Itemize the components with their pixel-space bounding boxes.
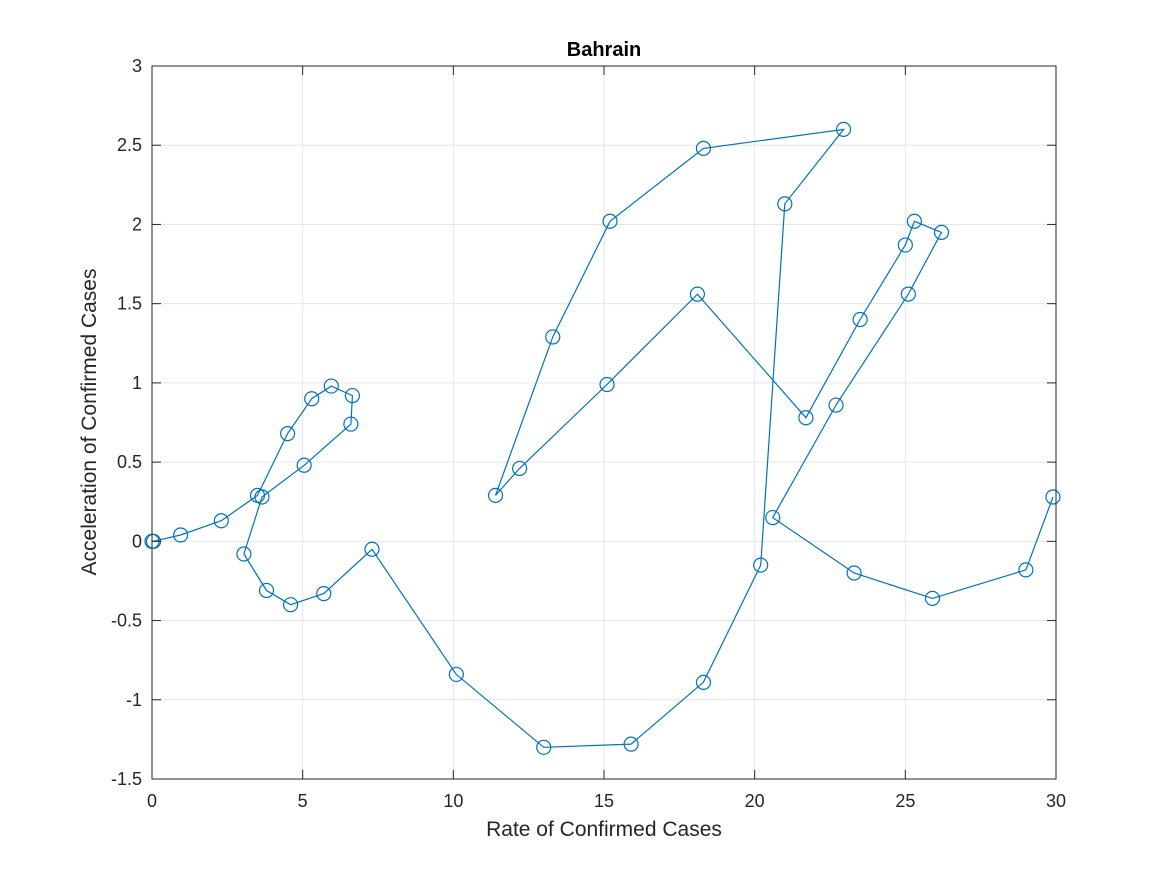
data-point [448, 666, 464, 683]
y-tick-labels: -1.5 -1 -0.5 0 0.5 1 1.5 2 2.5 3 [111, 56, 142, 789]
x-tick-label: 20 [745, 791, 765, 811]
data-point [236, 546, 252, 562]
data-point [1018, 562, 1034, 578]
data-point [323, 378, 339, 394]
x-tick-label: 30 [1046, 791, 1066, 811]
y-tick-label: 0.5 [117, 452, 142, 472]
data-point [280, 425, 296, 442]
data-point [344, 387, 360, 404]
data-point [765, 509, 781, 526]
tick-marks [151, 65, 1057, 780]
y-tick-label: 2 [132, 214, 142, 234]
x-tick-label: 10 [443, 791, 463, 811]
data-point [173, 527, 189, 543]
x-axis-label: Rate of Confirmed Cases [486, 818, 722, 841]
data-point [835, 121, 852, 137]
y-tick-label: 2.5 [117, 135, 142, 155]
series-line [152, 128, 1054, 748]
data-point [343, 416, 359, 432]
data-point [828, 397, 844, 413]
data-point [487, 487, 504, 503]
data-point [304, 391, 320, 407]
data-point [924, 590, 941, 606]
y-tick-label: 3 [132, 56, 142, 76]
data-point [545, 329, 561, 345]
x-tick-labels: 0 5 10 15 20 25 30 [147, 791, 1066, 811]
data-point [254, 489, 270, 505]
data-point [753, 557, 769, 573]
data-point [798, 410, 814, 426]
x-tick-label: 0 [147, 791, 157, 811]
x-tick-label: 25 [895, 791, 915, 811]
data-point [906, 213, 922, 229]
data-point [512, 460, 528, 477]
y-tick-label: -0.5 [111, 611, 142, 631]
y-tick-label: -1 [126, 690, 142, 710]
data-point [695, 674, 712, 690]
data-point [536, 739, 552, 755]
data-point [213, 513, 229, 529]
data-point [316, 586, 332, 602]
data-point [364, 541, 380, 557]
data-point [897, 237, 913, 253]
data-point [695, 140, 712, 156]
data-point [599, 376, 615, 393]
data-point [900, 286, 916, 302]
x-tick-label: 15 [594, 791, 614, 811]
y-tick-label: 1.5 [117, 294, 142, 314]
data-point [933, 224, 950, 240]
y-axis-label: Acceleration of Confirmed Cases [78, 269, 101, 576]
data-point [296, 457, 312, 473]
chart-title: Bahrain [567, 39, 641, 61]
data-point [777, 196, 793, 212]
data-point [1045, 489, 1061, 505]
y-tick-label: 0 [132, 531, 142, 551]
data-point [258, 582, 275, 599]
data-point [846, 565, 862, 581]
data-point [689, 286, 706, 302]
data-point [852, 311, 868, 328]
y-tick-label: 1 [132, 373, 142, 393]
x-tick-label: 5 [298, 791, 308, 811]
data-point [602, 213, 618, 229]
data-point [283, 597, 299, 613]
y-tick-label: -1.5 [111, 769, 142, 789]
data-point [623, 736, 639, 752]
